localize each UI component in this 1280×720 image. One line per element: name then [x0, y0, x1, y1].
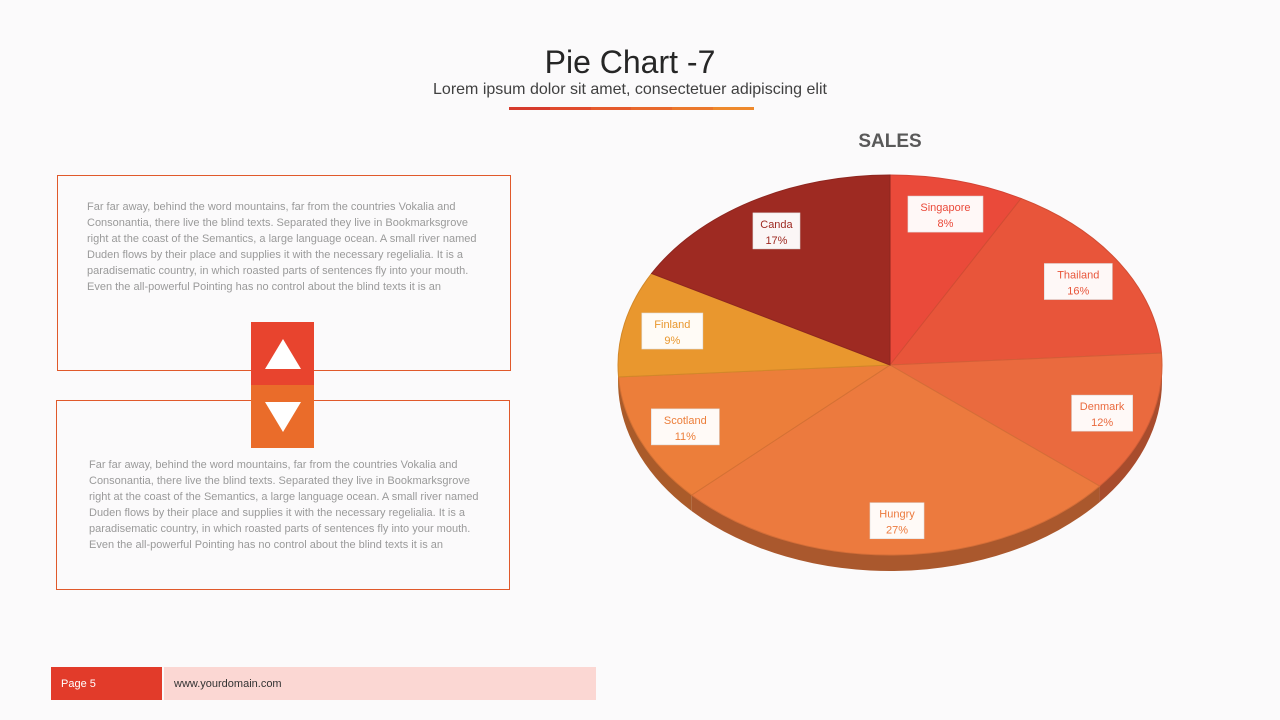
data-label: Denmark 12%: [1071, 394, 1133, 432]
scroll-up-button[interactable]: [251, 322, 314, 385]
data-label-category: Finland: [654, 319, 690, 331]
underline-segment: [549, 107, 591, 110]
data-label-box: [641, 312, 704, 350]
page-subtitle: Lorem ipsum dolor sit amet, consectetuer…: [433, 81, 827, 98]
data-label-category: Singapore: [920, 202, 970, 214]
data-label: Thailand 16%: [1044, 263, 1113, 300]
scroll-down-button[interactable]: [251, 385, 314, 448]
data-label-category: Canda: [760, 219, 793, 231]
pie-slice-hungry: [690, 364, 1101, 556]
pie-slice-thailand: [888, 197, 1163, 366]
pie-data-labels: Singapore 8% Thailand 16% Denmark 12% Hungry 27…: [641, 195, 1133, 540]
data-label-value: 8%: [938, 218, 954, 230]
data-label-value: 17%: [765, 235, 787, 247]
underline-segment: [672, 107, 714, 110]
pie-slices: [617, 174, 1163, 556]
footer-domain: www.yourdomain.com: [164, 667, 596, 700]
underline-segment: [713, 107, 754, 110]
data-label-box: [907, 195, 984, 233]
data-label-box: [651, 408, 720, 446]
underline-segment: [509, 107, 550, 110]
data-label-value: 11%: [675, 431, 696, 443]
data-label-value: 12%: [1091, 417, 1113, 429]
pie-slice-canda: [650, 174, 891, 366]
data-label: Finland 9%: [641, 312, 704, 350]
data-label-category: Hungry: [879, 509, 915, 521]
data-label-value: 16%: [1067, 286, 1089, 298]
data-label-value: 27%: [886, 525, 908, 537]
pie-slice-scotland: [617, 364, 892, 496]
triangle-up-icon: [264, 338, 301, 369]
data-label-box: [869, 502, 925, 540]
data-label: Hungry 27%: [869, 502, 925, 540]
page-title: Pie Chart -7: [544, 44, 716, 80]
footer-page-number: Page 5: [51, 667, 162, 700]
data-label-category: Denmark: [1080, 401, 1125, 413]
underline-segment: [590, 107, 632, 110]
data-label-category: Scotland: [664, 415, 707, 427]
data-label-category: Thailand: [1057, 270, 1099, 282]
bottom-text-panel: Far far away, behind the word mountains,…: [56, 400, 510, 590]
pie-slice-denmark: [888, 352, 1163, 487]
data-label: Singapore 8%: [907, 195, 984, 233]
data-label: Scotland 11%: [651, 408, 720, 446]
data-label-box: [1071, 394, 1133, 432]
underline-segment: [631, 107, 673, 110]
data-label-box: [752, 212, 801, 250]
pie-slice-finland: [617, 272, 891, 378]
triangle-down-icon: [264, 401, 301, 432]
top-panel-text: Far far away, behind the word mountains,…: [87, 201, 477, 293]
pie-side-hungry: [691, 486, 1100, 571]
pie-side-denmark: [1099, 365, 1162, 503]
bottom-panel-text: Far far away, behind the word mountains,…: [89, 459, 479, 551]
data-label-box: [1044, 263, 1113, 300]
chart-title: SALES: [858, 131, 922, 152]
data-label: Canda 17%: [752, 212, 801, 250]
title-underline: [509, 107, 754, 110]
data-label-value: 9%: [664, 335, 680, 347]
pie-side-scotland: [618, 376, 692, 512]
